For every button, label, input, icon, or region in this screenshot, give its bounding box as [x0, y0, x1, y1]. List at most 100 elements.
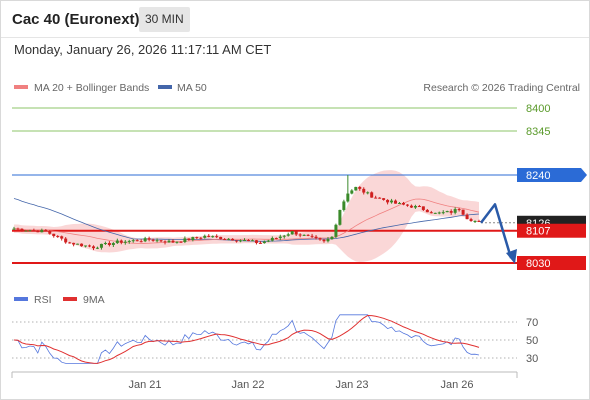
- candle: [433, 212, 437, 214]
- rsi-ma-legend-swatch: [63, 297, 77, 301]
- candle: [56, 235, 60, 238]
- candle: [469, 217, 473, 222]
- candle: [370, 191, 374, 198]
- candle: [147, 236, 151, 242]
- candle: [441, 210, 445, 215]
- candle: [282, 234, 286, 239]
- candle: [461, 209, 465, 216]
- candle: [338, 209, 342, 226]
- candle: [80, 243, 84, 247]
- candlestick-series: [12, 175, 481, 251]
- rsi-grid: 70 50 30: [12, 317, 538, 365]
- candle: [270, 236, 274, 242]
- candle: [203, 234, 207, 239]
- level-tags: 840083458240812681078030: [517, 103, 587, 270]
- candle: [64, 237, 68, 244]
- candle: [421, 206, 425, 211]
- candle: [219, 236, 223, 240]
- candle: [330, 236, 334, 240]
- candle: [127, 239, 131, 244]
- candle: [342, 199, 346, 212]
- candle: [437, 211, 441, 215]
- time-axis-label: Jan 22: [231, 379, 264, 391]
- timestamp: Monday, January 26, 2026 11:17:11 AM CET: [14, 42, 272, 57]
- candle: [88, 244, 92, 248]
- candle: [378, 197, 382, 199]
- candle: [298, 233, 302, 238]
- candle: [20, 228, 24, 232]
- forecast-arrow-line: [480, 203, 513, 259]
- candle: [453, 207, 457, 215]
- ma20-legend-label: MA 20 + Bollinger Bands: [34, 82, 149, 94]
- time-axis-labels: Jan 21 Jan 22 Jan 23 Jan 26: [128, 379, 473, 391]
- rsi-ma-legend-label: 9MA: [83, 294, 105, 306]
- candle: [12, 226, 16, 230]
- candle: [175, 241, 179, 244]
- candle: [40, 228, 44, 233]
- candle: [199, 237, 203, 240]
- rsi-ma-line: [13, 314, 480, 364]
- candle: [290, 230, 294, 235]
- candle: [239, 239, 243, 243]
- ma50-legend-swatch: [158, 85, 172, 89]
- candle: [68, 241, 72, 244]
- candle: [398, 201, 402, 204]
- candle: [227, 238, 231, 241]
- candle: [32, 228, 36, 232]
- support-level-label: 8030: [526, 258, 550, 270]
- rsi-tick-label: 30: [526, 353, 538, 365]
- resistance-tag: [517, 168, 587, 182]
- candle: [191, 236, 195, 242]
- target-level-label: 8345: [526, 126, 550, 138]
- candle: [405, 204, 409, 207]
- rsi-legend-label: RSI: [34, 294, 52, 306]
- candle: [314, 235, 318, 240]
- candle: [91, 245, 95, 251]
- rsi-tick-label: 50: [526, 335, 538, 347]
- candle: [211, 235, 215, 238]
- candle: [362, 187, 366, 195]
- candle: [159, 240, 163, 243]
- candle: [334, 223, 338, 239]
- candle: [84, 245, 88, 248]
- candle: [390, 198, 394, 204]
- time-axis-label: Jan 23: [335, 379, 368, 391]
- candle: [286, 232, 290, 237]
- candle: [445, 210, 449, 213]
- candle: [278, 234, 282, 241]
- candle: [254, 239, 258, 245]
- candle: [366, 191, 370, 195]
- candle: [139, 239, 143, 243]
- candle: [167, 239, 171, 243]
- time-axis-label: Jan 21: [128, 379, 161, 391]
- candle: [171, 239, 175, 243]
- header-divider: [1, 37, 589, 38]
- candle: [386, 199, 390, 205]
- candle: [72, 242, 76, 247]
- candle: [215, 234, 219, 239]
- candle: [60, 235, 64, 241]
- candle: [318, 237, 322, 241]
- forecast-arrow-head: [506, 249, 517, 264]
- candle: [135, 239, 139, 242]
- candle: [310, 233, 314, 239]
- candle: [223, 238, 227, 241]
- candle: [409, 204, 413, 208]
- candle: [119, 239, 123, 245]
- candle: [346, 175, 350, 203]
- candle: [374, 195, 378, 199]
- candle: [111, 242, 115, 248]
- candle: [95, 246, 99, 250]
- candle: [143, 236, 147, 243]
- candle: [465, 213, 469, 220]
- candle: [457, 207, 461, 212]
- candle: [246, 239, 250, 242]
- candle: [350, 189, 354, 195]
- bollinger-bands: [14, 170, 479, 262]
- candle: [183, 236, 187, 244]
- candle: [302, 234, 306, 237]
- timeframe-button[interactable]: 30 MIN: [139, 7, 190, 32]
- candle: [382, 198, 386, 201]
